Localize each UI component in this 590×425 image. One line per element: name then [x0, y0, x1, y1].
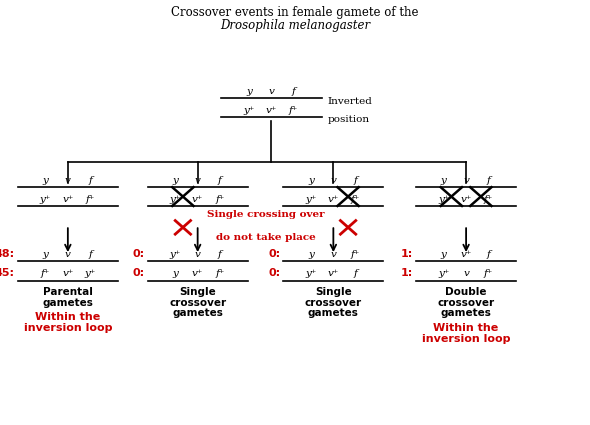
Text: f⁺: f⁺ — [215, 195, 225, 204]
Text: v: v — [195, 176, 201, 185]
Text: Single: Single — [315, 287, 352, 297]
Text: y: y — [42, 250, 48, 259]
Text: inversion loop: inversion loop — [422, 334, 510, 344]
Text: y: y — [42, 176, 48, 185]
Text: v⁺: v⁺ — [62, 269, 74, 278]
Text: f: f — [88, 250, 92, 259]
Text: f: f — [292, 87, 296, 96]
Text: f: f — [354, 269, 358, 278]
Text: v: v — [195, 250, 201, 259]
Text: v: v — [65, 176, 71, 185]
Text: f: f — [354, 176, 358, 185]
Text: y: y — [308, 250, 314, 259]
Text: y: y — [308, 176, 314, 185]
Text: v⁺: v⁺ — [192, 195, 204, 204]
Text: f: f — [218, 250, 222, 259]
Text: Parental: Parental — [43, 287, 93, 297]
Text: crossover: crossover — [169, 298, 226, 308]
Text: 1:: 1: — [401, 268, 413, 278]
Text: gametes: gametes — [308, 308, 359, 318]
Text: Within the: Within the — [434, 323, 499, 333]
Text: Single crossing over: Single crossing over — [206, 210, 325, 219]
Text: 45:: 45: — [0, 268, 15, 278]
Text: y⁺: y⁺ — [305, 269, 317, 278]
Text: f: f — [218, 176, 222, 185]
Text: Double: Double — [445, 287, 487, 297]
Text: f⁺: f⁺ — [41, 269, 50, 278]
Text: 0:: 0: — [268, 268, 280, 278]
Text: y: y — [246, 87, 252, 96]
Text: f⁺: f⁺ — [86, 195, 95, 204]
Text: gametes: gametes — [172, 308, 223, 318]
Text: Crossover events in female gamete of the: Crossover events in female gamete of the — [171, 6, 419, 20]
Text: 0:: 0: — [132, 249, 145, 259]
Text: f⁺: f⁺ — [351, 250, 360, 259]
Text: y: y — [441, 250, 447, 259]
Text: f⁺: f⁺ — [289, 106, 299, 115]
Text: y: y — [441, 176, 447, 185]
Text: y: y — [172, 176, 178, 185]
Text: gametes: gametes — [42, 298, 93, 308]
Text: y: y — [172, 269, 178, 278]
Text: Within the: Within the — [35, 312, 100, 323]
Text: Drosophila melanogaster: Drosophila melanogaster — [220, 19, 370, 32]
Text: v⁺: v⁺ — [460, 195, 472, 204]
Text: f⁺: f⁺ — [215, 269, 225, 278]
Text: v: v — [330, 250, 336, 259]
Text: crossover: crossover — [305, 298, 362, 308]
Text: y⁺: y⁺ — [438, 269, 450, 278]
Text: y⁺: y⁺ — [169, 195, 181, 204]
Text: 0:: 0: — [268, 249, 280, 259]
Text: f⁺: f⁺ — [484, 269, 493, 278]
Text: f: f — [88, 176, 92, 185]
Text: v: v — [65, 250, 71, 259]
Text: gametes: gametes — [441, 308, 491, 318]
Text: 0:: 0: — [132, 268, 145, 278]
Text: position: position — [327, 114, 369, 124]
Text: 48:: 48: — [0, 249, 15, 259]
Text: y⁺: y⁺ — [84, 269, 96, 278]
Text: v: v — [463, 269, 469, 278]
Text: v⁺: v⁺ — [327, 269, 339, 278]
Text: v: v — [463, 176, 469, 185]
Text: 1:: 1: — [401, 249, 413, 259]
Text: Inverted: Inverted — [327, 97, 372, 107]
Text: y⁺: y⁺ — [305, 195, 317, 204]
Text: v⁺: v⁺ — [192, 269, 204, 278]
Text: v⁺: v⁺ — [460, 250, 472, 259]
Text: v⁺: v⁺ — [327, 195, 339, 204]
Text: Single: Single — [179, 287, 216, 297]
Text: inversion loop: inversion loop — [24, 323, 112, 333]
Text: v⁺: v⁺ — [266, 106, 277, 115]
Text: f⁺: f⁺ — [351, 195, 360, 204]
Text: f: f — [487, 250, 490, 259]
Text: y⁺: y⁺ — [243, 106, 255, 115]
Text: do not take place: do not take place — [215, 233, 316, 242]
Text: f⁺: f⁺ — [484, 195, 493, 204]
Text: v⁺: v⁺ — [62, 195, 74, 204]
Text: y⁺: y⁺ — [438, 195, 450, 204]
Text: crossover: crossover — [438, 298, 494, 308]
Text: f: f — [487, 176, 490, 185]
Text: v: v — [330, 176, 336, 185]
Text: y⁺: y⁺ — [169, 250, 181, 259]
Text: v: v — [268, 87, 274, 96]
Text: y⁺: y⁺ — [40, 195, 51, 204]
